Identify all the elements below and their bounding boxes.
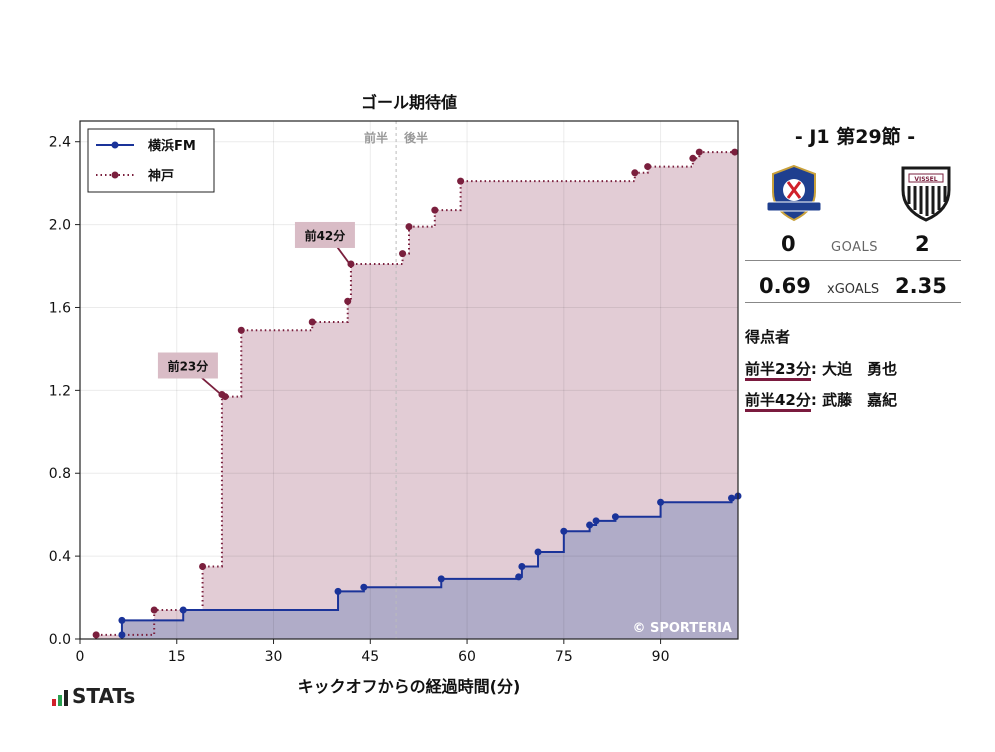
data-point [657,498,665,506]
half-label-first: 前半 [364,130,388,145]
data-point [689,154,697,162]
x-tick-label: 15 [168,649,186,665]
data-point [534,548,542,556]
data-point [586,521,594,529]
data-point [560,527,568,535]
x-axis-label: キックオフからの経過時間(分) [298,677,521,696]
y-tick-label: 1.2 [49,383,71,399]
annotation-label: 前42分 [305,228,346,243]
y-tick-label: 0.0 [49,632,71,648]
data-point [150,606,158,614]
annotation-label: 前23分 [168,359,209,374]
round-title: - J1 第29節 - [794,126,916,148]
data-point [221,393,229,401]
y-tick-label: 2.0 [49,218,71,234]
legend: 横浜FM 神戸 [87,128,215,193]
data-point [237,326,245,334]
series-fill-away [80,152,738,639]
data-point [592,517,600,525]
legend-label-away: 神戸 [148,168,174,184]
xg-label: xGOALS [827,282,880,297]
vissel-kobe-crest-icon: VISSEL [901,166,951,222]
scorer-item: 前半42分: 武藤 嘉紀 [745,389,898,412]
away-goals: 2 [915,232,930,256]
annotation-box [157,352,218,379]
home-goals: 0 [781,232,796,256]
xg-row: 0.69 xGOALS 2.35 [745,272,961,303]
y-tick-label: 0.4 [49,549,71,565]
data-point [334,587,342,595]
y-tick-label: 0.8 [49,466,71,482]
scorers-title: 得点者 [745,328,791,346]
data-point [118,631,126,639]
data-point [437,575,445,583]
data-point [695,148,703,156]
data-point [644,163,652,171]
brand-logo: STATs [52,684,135,708]
data-point [405,223,413,231]
chart-title: ゴール期待値 [361,93,457,112]
x-tick-label: 0 [76,649,85,665]
away-crest-text: VISSEL [914,176,937,183]
scorer-item: 前半23分: 大迫 勇也 [745,358,898,381]
goals-row: 0 GOALS 2 [745,230,961,261]
stats-bars-icon [52,689,68,706]
scorer-time: 前半23分 [745,360,811,381]
away-xg: 2.35 [895,274,947,298]
data-point [431,206,439,214]
y-tick-label: 1.6 [49,300,71,316]
data-point [515,573,523,581]
home-xg: 0.69 [759,274,811,298]
plot-frame [79,120,739,640]
series-line [120,496,739,639]
x-tick-label: 45 [361,649,379,665]
x-tick-label: 90 [652,649,670,665]
scorer-name: : 武藤 嘉紀 [810,391,898,409]
half-label-second: 後半 [404,130,428,145]
data-point [631,169,639,177]
legend-box [87,128,215,193]
legend-label-home: 横浜FM [148,138,196,154]
x-tick-label: 30 [265,649,283,665]
yokohama-fm-crest-icon [766,164,822,222]
data-point [399,250,407,258]
brand-text: STATs [72,684,136,708]
data-point [731,148,739,156]
data-point [360,583,368,591]
y-tick-label: 2.4 [49,135,71,151]
goals-label: GOALS [831,240,878,255]
data-point [611,513,619,521]
scorer-time: 前半42分 [745,391,811,412]
data-point [199,562,207,570]
scorer-name: : 大迫 勇也 [810,360,898,378]
legend-marker-away [111,171,119,179]
data-point [457,177,465,185]
watermark: © SPORTERIA [632,621,732,636]
x-tick-label: 75 [555,649,573,665]
x-tick-label: 60 [458,649,476,665]
data-point [179,606,187,614]
data-point [344,297,352,305]
data-point [518,562,526,570]
data-point [92,631,100,639]
data-point [728,494,736,502]
data-point [118,616,126,624]
data-point [308,318,316,326]
annotation-box [294,221,355,248]
legend-marker-home [111,141,119,149]
